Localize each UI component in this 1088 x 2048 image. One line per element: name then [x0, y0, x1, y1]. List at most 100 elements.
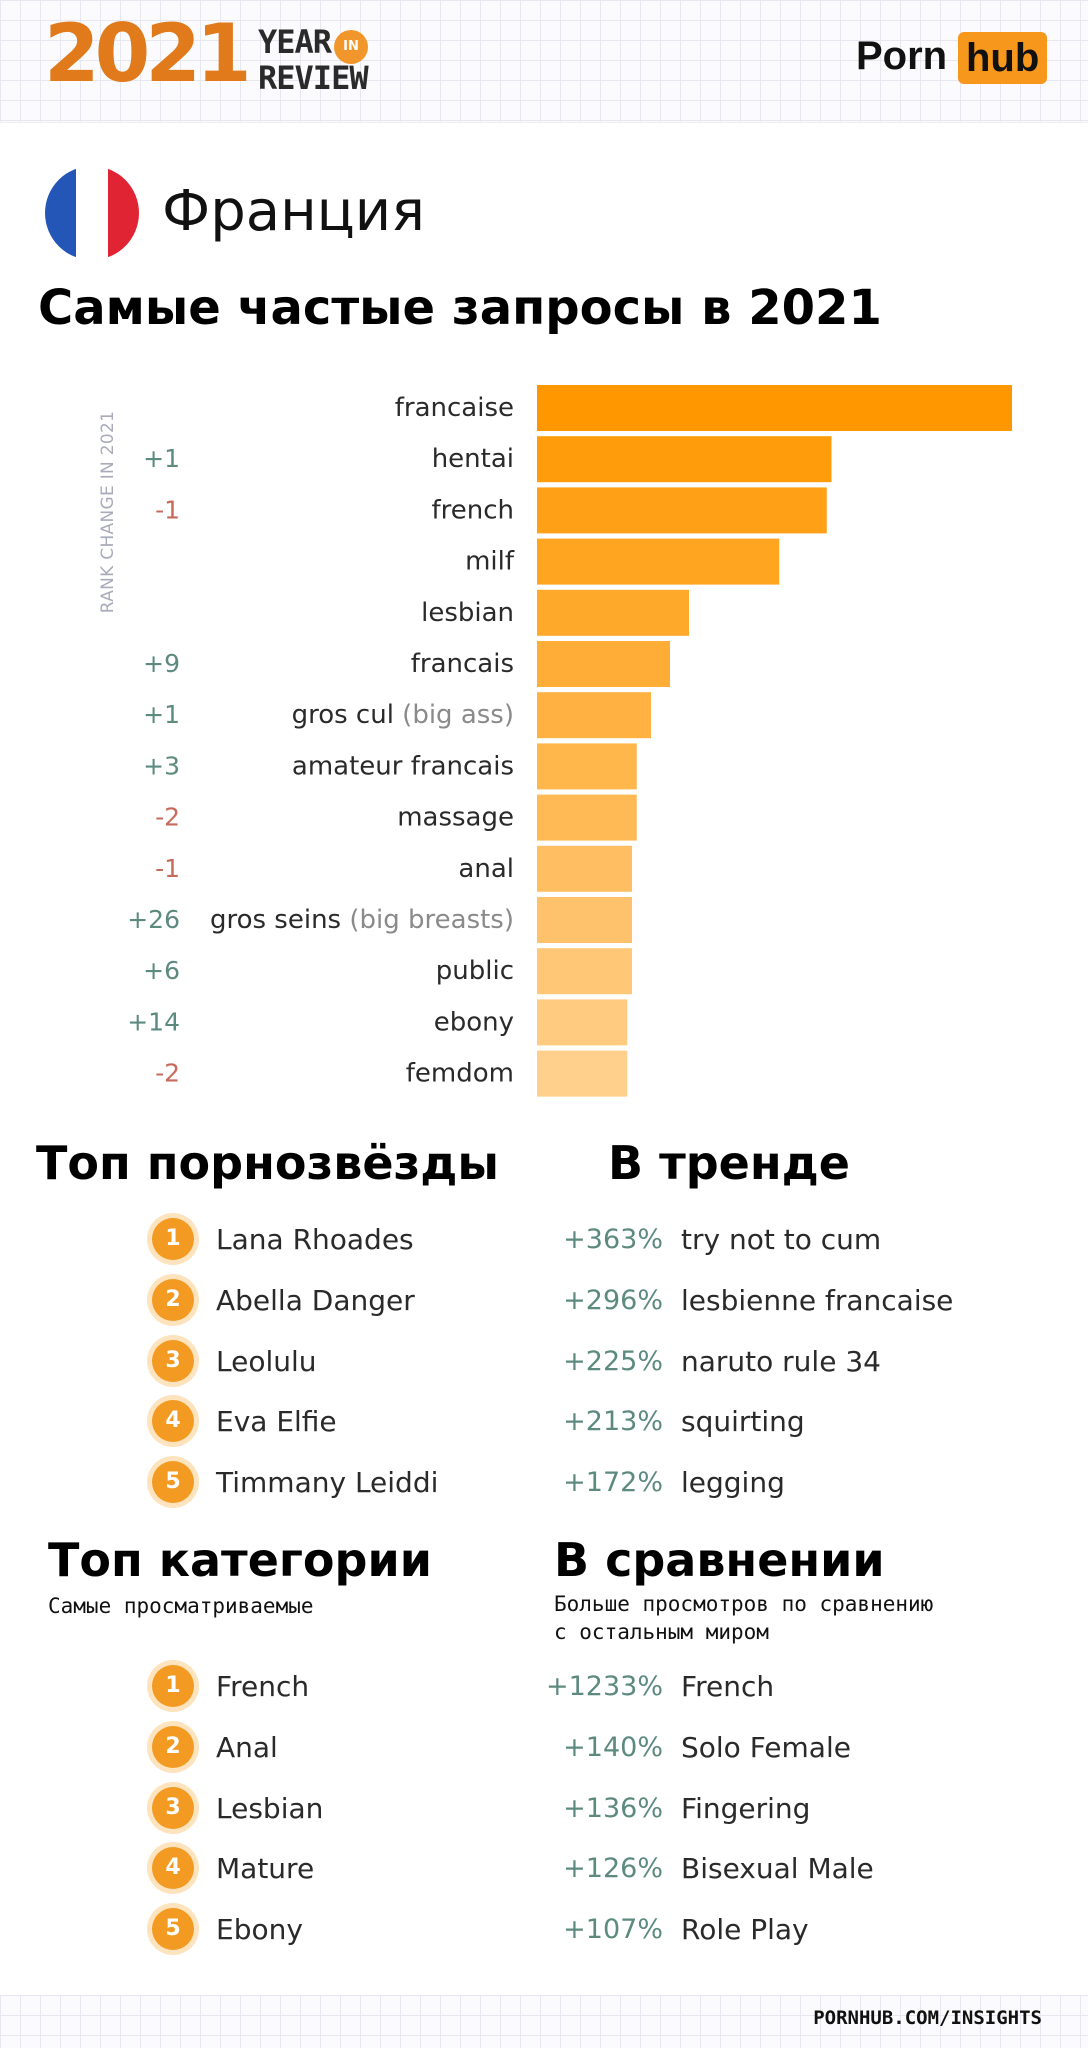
- bar-ebony: [537, 999, 628, 1046]
- bar-milf: [537, 538, 780, 585]
- category-name: Anal: [216, 1730, 278, 1764]
- trend-percent: +213%: [563, 1405, 663, 1437]
- comparison-term: Role Play: [681, 1912, 809, 1946]
- list-item: 4 Eva Elfie: [152, 1399, 337, 1443]
- rank-change-label: +14: [127, 1007, 180, 1036]
- rank-badge-icon: 2: [152, 1726, 194, 1768]
- list-item: +225% naruto rule 34: [540, 1339, 881, 1383]
- comparison-percent: +107%: [563, 1913, 663, 1945]
- list-item: +1233% French: [540, 1664, 774, 1708]
- rank-badge-icon: 5: [152, 1461, 194, 1503]
- rank-change-label: -1: [155, 495, 180, 524]
- comparison-percent: +126%: [563, 1852, 663, 1884]
- comparison-subtitle-line2: с остальным миром: [554, 1620, 769, 1644]
- bar-label: gros seins (big breasts): [210, 905, 514, 935]
- bar-label: femdom: [406, 1059, 514, 1089]
- list-item: +140% Solo Female: [540, 1725, 851, 1769]
- bar-amateur-francais: [537, 743, 637, 790]
- rank-badge-icon: 3: [152, 1787, 194, 1829]
- comparison-term: Fingering: [681, 1791, 811, 1825]
- bar-francaise: [537, 385, 1012, 431]
- bar-label: francais: [411, 649, 514, 679]
- rank-badge-icon: 1: [152, 1665, 194, 1707]
- trend-percent: +363%: [563, 1223, 663, 1255]
- trend-term: naruto rule 34: [681, 1344, 881, 1378]
- trend-percent: +172%: [563, 1466, 663, 1498]
- list-item: 3 Leolulu: [152, 1339, 317, 1383]
- bar-francais: [537, 641, 670, 687]
- category-name: Mature: [216, 1851, 315, 1885]
- comparison-term: Bisexual Male: [681, 1851, 874, 1885]
- bar-public: [537, 948, 632, 995]
- pornstar-name: Leolulu: [216, 1344, 317, 1378]
- list-item: 2 Abella Danger: [152, 1278, 415, 1322]
- rank-change-label: +1: [143, 700, 180, 729]
- bar-label: massage: [397, 803, 514, 833]
- list-item: +172% legging: [540, 1460, 785, 1504]
- comparison-term: Solo Female: [681, 1730, 851, 1764]
- country-name: Франция: [162, 179, 425, 244]
- category-name: French: [216, 1669, 310, 1703]
- trend-term: lesbienne francaise: [681, 1283, 954, 1317]
- trending-heading: В тренде: [608, 1136, 850, 1190]
- rank-change-label: +6: [143, 956, 180, 985]
- france-flag-icon: [45, 166, 139, 260]
- trend-term: squirting: [681, 1404, 805, 1438]
- category-name: Lesbian: [216, 1791, 324, 1825]
- list-item: 5 Timmany Leiddi: [152, 1460, 438, 1504]
- in-badge-icon: IN: [334, 30, 368, 64]
- bar-femdom: [537, 1050, 628, 1097]
- list-item: +363% try not to cum: [540, 1217, 881, 1261]
- rank-change-label: -2: [155, 803, 180, 832]
- bar-hentai: [537, 436, 832, 483]
- comparison-percent: +140%: [563, 1731, 663, 1763]
- rank-badge-icon: 5: [152, 1908, 194, 1950]
- search-terms-bar-chart: francaise hentai +1 french -1 milf lesbian fran…: [127, 385, 1012, 1097]
- bar-massage: [537, 794, 637, 841]
- comparison-heading: В сравнении: [554, 1533, 885, 1587]
- header-grid-background: [0, 0, 1088, 123]
- bar-label: ebony: [434, 1007, 514, 1037]
- pornstar-name: Eva Elfie: [216, 1404, 337, 1438]
- trend-percent: +225%: [563, 1345, 663, 1377]
- bar-gros-seins: [537, 897, 632, 943]
- rank-badge-icon: 4: [152, 1847, 194, 1889]
- year-word: YEAR: [258, 23, 332, 61]
- bar-label: french: [431, 495, 514, 525]
- comparison-term: French: [681, 1669, 775, 1703]
- top-categories-subtitle: Самые просматриваемые: [48, 1594, 314, 1618]
- rank-change-label: -1: [155, 854, 180, 883]
- rank-badge-icon: 4: [152, 1400, 194, 1442]
- bar-anal: [537, 845, 632, 892]
- list-item: +107% Role Play: [540, 1907, 809, 1951]
- rank-change-label: +3: [143, 751, 180, 780]
- bar-label: anal: [458, 854, 514, 884]
- bar-gros-cul: [537, 692, 651, 739]
- pornstar-name: Lana Rhoades: [216, 1222, 414, 1256]
- list-item: 3 Lesbian: [152, 1786, 323, 1830]
- rank-badge-icon: 1: [152, 1218, 194, 1260]
- top-categories-heading: Топ категории: [48, 1533, 432, 1587]
- comparison-percent: +1233%: [546, 1670, 663, 1702]
- pornstar-name: Timmany Leiddi: [216, 1465, 439, 1499]
- rank-change-label: +26: [127, 905, 180, 934]
- comparison-subtitle-line1: Больше просмотров по сравнению: [554, 1592, 934, 1616]
- list-item: +296% lesbienne francaise: [540, 1278, 953, 1322]
- list-item: +126% Bisexual Male: [540, 1846, 874, 1890]
- pornstar-name: Abella Danger: [216, 1283, 415, 1317]
- review-word: REVIEW: [258, 59, 369, 97]
- year-number: 2021: [44, 7, 252, 100]
- list-item: 4 Mature: [152, 1846, 314, 1890]
- comparison-percent: +136%: [563, 1792, 663, 1824]
- trend-percent: +296%: [563, 1284, 663, 1316]
- bar-french: [537, 487, 827, 534]
- list-item: 1 French: [152, 1664, 309, 1708]
- trend-term: try not to cum: [681, 1222, 882, 1256]
- top-pornstars-heading: Топ порнозвёзды: [36, 1136, 499, 1190]
- trend-term: legging: [681, 1465, 785, 1499]
- list-item: 1 Lana Rhoades: [152, 1217, 414, 1261]
- list-item: +136% Fingering: [540, 1786, 810, 1830]
- list-item: +213% squirting: [540, 1399, 805, 1443]
- bar-label: francaise: [395, 393, 514, 423]
- footer-url: PORNHUB.COM/INSIGHTS: [813, 2007, 1042, 2029]
